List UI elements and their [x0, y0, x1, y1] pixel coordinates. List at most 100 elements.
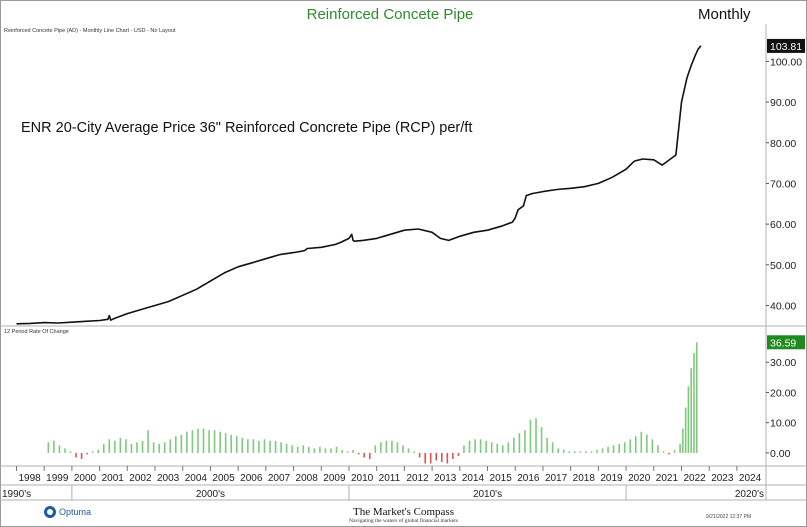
frequency-label[interactable]: Monthly — [698, 6, 751, 23]
roc-bar — [53, 440, 55, 453]
roc-bar — [662, 451, 665, 453]
roc-bar — [252, 439, 255, 453]
roc-bar — [590, 451, 593, 453]
roc-bar — [330, 448, 332, 453]
roc-bar — [413, 451, 415, 453]
roc-bar — [119, 437, 122, 453]
roc-bar — [496, 443, 499, 453]
roc-bar — [47, 442, 50, 453]
decade-label: 2020's — [735, 489, 764, 500]
roc-bar — [86, 452, 88, 455]
x-tick-label: 2018 — [573, 473, 596, 484]
roc-bar — [152, 442, 155, 453]
price-y-axis: 40.00 50.00 60.00 70.00 80.00 90.00 100.00 — [766, 56, 802, 312]
chart-annotation: ENR 20-City Average Price 36" Reinforced… — [21, 120, 473, 136]
time-x-axis: 1998 1999 2000 2001 2002 2003 2004 2005 2006 2007… — [2, 466, 764, 500]
price-y-tick-label: 70.00 — [770, 178, 796, 190]
roc-bar — [169, 439, 172, 453]
roc-bar — [208, 430, 210, 453]
roc-bar — [302, 445, 305, 453]
footer-tagline: Navigating the waters of global financia… — [349, 518, 458, 524]
roc-bar — [679, 443, 681, 453]
roc-last-badge-text: 36.59 — [770, 337, 796, 349]
roc-bar — [341, 449, 343, 453]
roc-bar — [69, 451, 72, 453]
x-tick-label: 1998 — [18, 473, 41, 484]
price-line — [16, 45, 702, 325]
x-tick-label: 2004 — [185, 473, 208, 484]
roc-bar — [180, 434, 183, 453]
x-tick-label: 2021 — [656, 473, 679, 484]
x-tick-label: 2002 — [129, 473, 152, 484]
roc-bar — [285, 443, 288, 453]
price-panel-caption: Reinforced Concete Pipe (AD) - Monthly L… — [4, 28, 176, 34]
x-tick-label: 2009 — [323, 473, 346, 484]
roc-bar — [479, 439, 482, 453]
roc-bar — [97, 449, 100, 453]
roc-bar — [263, 439, 266, 453]
price-y-tick-label: 40.00 — [770, 300, 796, 312]
roc-bar — [396, 442, 399, 453]
roc-y-axis: 0.00 10.00 20.00 30.00 — [766, 357, 796, 460]
roc-bar — [224, 433, 227, 453]
footer-branding: The Market's Compass Navigating the wate… — [0, 506, 807, 524]
roc-bar — [546, 437, 548, 453]
x-tick-label: 2013 — [434, 473, 457, 484]
roc-y-tick-label: 30.00 — [770, 357, 796, 369]
roc-bar — [219, 431, 221, 453]
roc-bar — [601, 448, 604, 453]
roc-bar — [186, 431, 188, 453]
roc-bar — [646, 434, 648, 453]
roc-bar — [130, 443, 133, 453]
roc-bar — [562, 449, 565, 453]
roc-bar — [623, 442, 626, 453]
roc-bar — [579, 451, 582, 453]
roc-bar — [363, 452, 366, 458]
x-tick-label: 2014 — [462, 473, 485, 484]
roc-bar — [91, 451, 94, 453]
roc-bar — [380, 442, 382, 453]
roc-bar — [418, 452, 421, 458]
roc-bar — [673, 449, 676, 453]
roc-bar — [346, 451, 349, 453]
roc-bar — [634, 436, 637, 453]
roc-bar — [585, 451, 587, 453]
roc-bar — [695, 342, 698, 453]
roc-bar — [80, 452, 83, 459]
roc-bar — [612, 445, 615, 453]
roc-bar — [407, 448, 410, 453]
price-last-badge-text: 103.81 — [770, 41, 802, 53]
roc-bar — [657, 445, 659, 453]
roc-bar — [684, 407, 687, 453]
roc-bar — [485, 440, 487, 453]
roc-bar — [291, 445, 293, 453]
roc-bar — [682, 428, 684, 453]
roc-bar — [247, 439, 249, 453]
roc-bar — [258, 440, 260, 453]
roc-bar — [524, 430, 526, 453]
x-tick-label: 2003 — [157, 473, 180, 484]
roc-bar — [435, 452, 438, 461]
roc-bar — [374, 445, 377, 453]
price-y-tick-label: 100.00 — [770, 56, 802, 68]
roc-bar — [446, 452, 449, 464]
chart-title: Reinforced Concete Pipe — [306, 6, 474, 23]
x-tick-label: 2007 — [268, 473, 291, 484]
roc-bar — [629, 439, 632, 453]
roc-bar — [64, 448, 66, 453]
price-y-tick-label: 90.00 — [770, 97, 796, 109]
roc-bar — [308, 446, 310, 453]
roc-bar — [535, 418, 537, 453]
roc-bar — [136, 442, 138, 453]
roc-bar — [385, 440, 388, 453]
roc-bar — [490, 442, 493, 453]
roc-bar — [557, 448, 559, 453]
x-tick-label: 2022 — [683, 473, 706, 484]
roc-bar — [507, 442, 510, 453]
roc-bar — [687, 386, 690, 453]
roc-bar — [335, 446, 338, 453]
footer-title: The Market's Compass — [353, 506, 454, 518]
x-tick-label: 2010 — [351, 473, 374, 484]
